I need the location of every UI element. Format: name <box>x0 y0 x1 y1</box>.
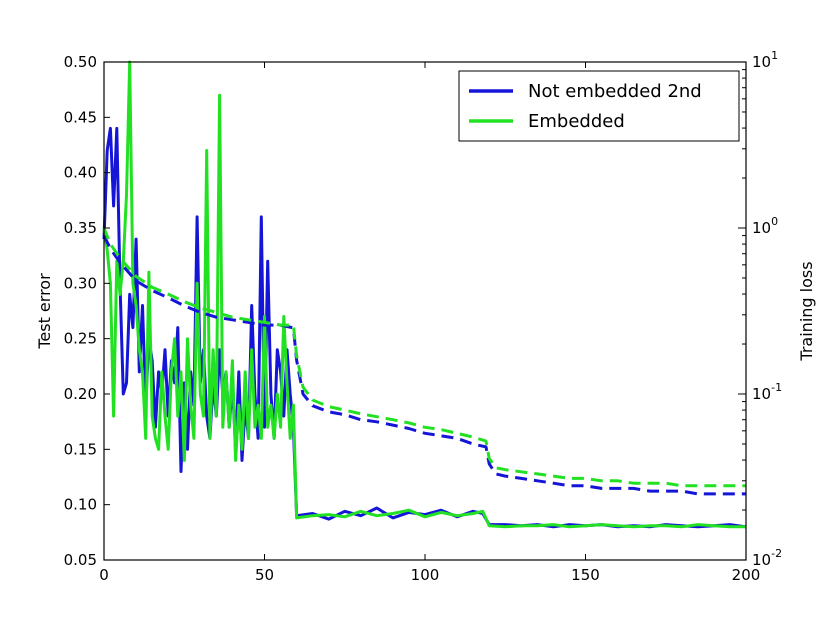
y-left-tick-label: 0.05 <box>64 551 97 569</box>
y-left-tick-labels: 0.05 0.10 0.15 0.20 0.25 0.30 0.35 0.40 0.45 0.50 <box>64 53 97 569</box>
y-left-tick-label: 0.50 <box>64 53 97 71</box>
y-left-tick-label: 0.30 <box>64 274 97 292</box>
series-line-embedded-test-error <box>102 60 746 529</box>
y-right-tick-label: 101 <box>752 49 778 71</box>
x-tick-label: 50 <box>255 566 274 584</box>
y-right-tick-label: 10-2 <box>752 547 782 569</box>
y-left-tick-label: 0.10 <box>64 496 97 514</box>
y-left-tick-label: 0.20 <box>64 385 97 403</box>
y-left-tick-label: 0.40 <box>64 164 97 182</box>
y-left-axis-label: Test error <box>35 273 54 350</box>
y-right-tick-label: 10-1 <box>752 381 782 403</box>
y-left-tick-label: 0.15 <box>64 440 97 458</box>
y-right-tick-labels: 10-2 10-1 100 101 <box>752 49 782 569</box>
x-tick-label: 100 <box>411 566 440 584</box>
x-tick-labels: 0 50 100 150 200 <box>99 566 760 584</box>
legend-label-embedded: Embedded <box>528 111 625 132</box>
y-left-tick-label: 0.35 <box>64 219 97 237</box>
y-right-axis-label: Training loss <box>797 261 816 361</box>
series-line-embedded-training-loss <box>102 227 746 488</box>
axis-ticks <box>103 61 747 561</box>
y-left-tick-label: 0.25 <box>64 330 97 348</box>
series-lines <box>102 60 747 529</box>
series-line-not-embedded-2nd-test-error <box>102 126 747 529</box>
legend-label-not-embedded: Not embedded 2nd <box>528 81 702 102</box>
y-left-tick-label: 0.45 <box>64 108 97 126</box>
legend: Not embedded 2nd Embedded <box>458 70 740 142</box>
x-tick-label: 150 <box>571 566 600 584</box>
x-tick-label: 200 <box>732 566 761 584</box>
series-line-not-embedded-2nd-training-loss <box>102 234 746 496</box>
y-right-tick-label: 100 <box>752 215 778 237</box>
x-tick-label: 0 <box>99 566 109 584</box>
legend-box <box>458 70 740 142</box>
